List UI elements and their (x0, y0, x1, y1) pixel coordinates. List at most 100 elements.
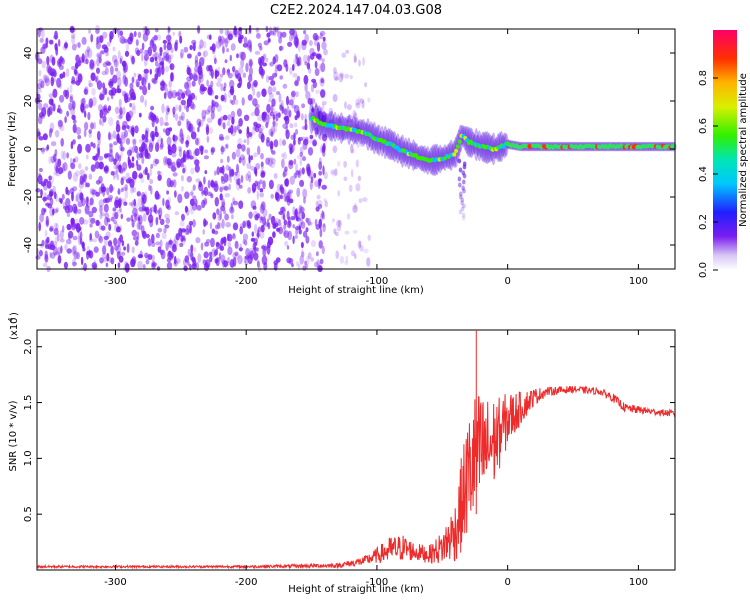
spectrogram-noise-blob (310, 84, 315, 93)
spectrogram-noise-blob (246, 41, 252, 51)
spectrogram-noise-blob (150, 112, 155, 122)
spectrogram-noise-blob (278, 93, 282, 103)
colorbar-tick-label: 0.4 (698, 166, 709, 182)
spectrogram-noise-blob (346, 115, 350, 124)
spectrogram-noise-blob (125, 172, 130, 179)
spectrogram-noise-blob (141, 77, 147, 87)
spectrogram-noise-blob (227, 241, 231, 248)
spectrogram-noise-blob (94, 161, 100, 170)
spectrogram-noise-blob (272, 121, 278, 128)
snr-y-tick-label: 1.0 (23, 450, 34, 466)
spectrogram-noise-blob (265, 75, 270, 83)
spectrogram-noise-blob (59, 73, 64, 79)
spectrogram-noise-blob (206, 117, 213, 124)
spectrogram-noise-blob (179, 219, 185, 227)
spectrogram-noise-blob (183, 265, 188, 272)
spectrogram-noise-blob (35, 188, 41, 193)
spectrogram-noise-blob (220, 175, 224, 182)
spectrogram-noise-blob (189, 198, 195, 206)
spectrogram-noise-blob (132, 207, 138, 217)
spectrogram-noise-blob (37, 130, 41, 139)
spectrogram-noise-blob (159, 218, 165, 226)
spectrogram-noise-blob (117, 208, 123, 214)
spectrogram-noise-blob (233, 25, 237, 36)
spectrogram-noise-blob (346, 104, 352, 111)
spectrogram-noise-blob (355, 183, 361, 192)
spectrogram-noise-blob (292, 64, 295, 71)
spectrogram-noise-blob (98, 186, 104, 194)
spectrogram-noise-blob (277, 31, 283, 39)
spectrogram-noise-blob (158, 207, 163, 218)
spectrogram-noise-blob (69, 96, 74, 103)
spectrogram-noise-blob (271, 98, 276, 107)
spectrogram-noise-blob (99, 35, 104, 44)
colorbar-tick-label: 0.6 (698, 118, 709, 134)
spectrogram-noise-blob (166, 34, 172, 42)
spectrogram-noise-blob (257, 226, 262, 233)
spectrogram-noise-blob (283, 224, 287, 230)
spectrogram-noise-blob (131, 156, 135, 162)
spectrogram-noise-blob (131, 186, 137, 193)
spectrogram-noise-blob (301, 39, 307, 46)
spectrogram-noise-blob (78, 59, 82, 67)
spectrogram-noise-blob (237, 143, 242, 150)
spectrogram-noise-blob (127, 36, 133, 45)
spectrogram-noise-blob (223, 173, 229, 183)
spectrogram-noise-blob (123, 265, 126, 271)
spectrogram-noise-blob (217, 213, 222, 222)
spectrogram-noise-blob (80, 192, 84, 203)
spectrogram-noise-blob (294, 208, 298, 217)
spectrogram-noise-blob (305, 263, 309, 269)
spectrogram-noise-blob (284, 195, 290, 203)
spectrogram-noise-blob (274, 221, 278, 226)
spectrogram-noise-blob (262, 111, 268, 117)
spectrogram-noise-blob (154, 158, 160, 165)
spectrogram-noise-blob (38, 69, 42, 77)
spectrogram-noise-blob (308, 170, 314, 180)
spectrogram-noise-blob (179, 128, 183, 138)
snr-x-tick-label: -200 (235, 577, 258, 588)
spectrogram-noise-blob (97, 147, 100, 158)
spectrogram-noise-blob (87, 48, 93, 59)
spectrogram-noise-blob (71, 100, 76, 110)
spectrogram-noise-blob (291, 90, 296, 98)
spectrogram-noise-blob (235, 148, 241, 158)
spectrogram-noise-blob (47, 203, 53, 209)
spectrogram-track-core (452, 152, 457, 157)
spectrogram-noise-blob (117, 154, 122, 159)
spectrogram-noise-blob (309, 40, 313, 47)
spectrogram-noise-blob (225, 221, 231, 228)
spectrogram-noise-blob (150, 130, 156, 139)
spectrogram-noise-blob (142, 85, 148, 96)
spectrogram-noise-blob (303, 196, 306, 204)
spectrogram-noise-blob (43, 103, 49, 109)
spectrogram-noise-blob (147, 238, 152, 247)
spectrogram-track-tail (457, 158, 462, 164)
spectrogram-noise-blob (278, 112, 281, 118)
spectrogram-noise-blob (219, 73, 224, 78)
spectrogram-noise-blob (229, 54, 232, 62)
spectrogram-y-tick-label: -20 (23, 189, 34, 205)
spectrogram-noise-blob (259, 216, 263, 224)
spectrogram-noise-blob (39, 213, 44, 223)
spectrogram-noise-blob (177, 96, 182, 101)
spectrogram-noise-blob (115, 164, 120, 173)
spectrogram-noise-blob (238, 157, 242, 164)
spectrogram-y-ticks: -40 -20 0 20 40 (23, 47, 675, 253)
spectrogram-noise-blob (287, 230, 293, 241)
spectrogram-noise-blob (194, 164, 200, 173)
spectrogram-noise-blob (70, 27, 76, 33)
spectrogram-noise-blob (232, 257, 237, 267)
spectrogram-noise-blob (92, 155, 96, 161)
spectrogram-noise-blob (299, 206, 305, 214)
spectrogram-noise-blob (237, 82, 242, 89)
spectrogram-noise-blob (353, 55, 357, 64)
spectrogram-noise-blob (349, 75, 353, 80)
spectrogram-noise-blob (269, 61, 274, 67)
spectrogram-track-tail (461, 185, 465, 191)
spectrogram-noise-blob (211, 228, 215, 234)
spectrogram-noise-blob (221, 218, 225, 229)
spectrogram-noise-blob (78, 226, 82, 231)
spectrogram-noise-blob (102, 245, 107, 255)
